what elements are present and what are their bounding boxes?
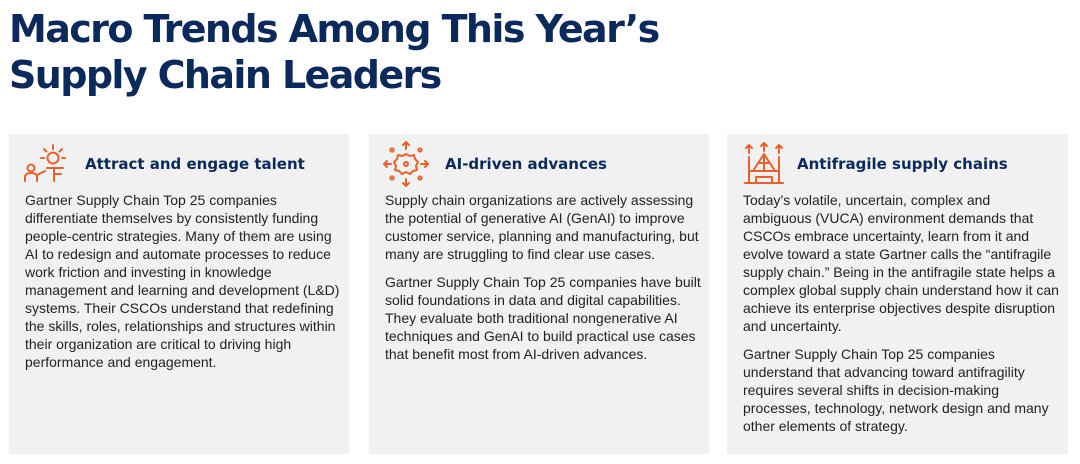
card-paragraph: Supply chain organizations are actively … [385, 192, 699, 262]
card-body: Supply chain organizations are actively … [385, 191, 701, 373]
page-title-line-2: Supply Chain Leaders [9, 53, 442, 97]
page-title: Macro Trends Among This Year’s Supply Ch… [9, 6, 660, 98]
card-title: AI-driven advances [445, 155, 607, 173]
card-attract-talent: Attract and engage talent Gartner Supply… [9, 134, 349, 454]
card-ai-driven-advances: AI-driven advances Supply chain organiza… [369, 134, 709, 454]
card-paragraph: Gartner Supply Chain Top 25 companies un… [743, 346, 1049, 434]
card-antifragile-supply-chains: Antifragile supply chains Today’s volati… [727, 134, 1068, 454]
card-title: Attract and engage talent [85, 155, 305, 173]
card-paragraph: Today’s volatile, uncertain, complex and… [743, 192, 1059, 334]
person-presenting-idea-icon [24, 144, 66, 182]
card-title: Antifragile supply chains [797, 155, 1008, 173]
card-header: AI-driven advances [369, 141, 709, 187]
card-header: Attract and engage talent [9, 141, 349, 187]
antifragile-structure-icon [744, 142, 784, 184]
page-title-line-1: Macro Trends Among This Year’s [9, 7, 660, 51]
card-body: Gartner Supply Chain Top 25 companies di… [25, 191, 341, 381]
ai-network-gear-icon [383, 141, 429, 187]
card-body: Today’s volatile, uncertain, complex and… [743, 191, 1060, 445]
card-paragraph: Gartner Supply Chain Top 25 companies di… [25, 192, 340, 370]
card-paragraph: Gartner Supply Chain Top 25 companies ha… [385, 274, 701, 362]
card-header: Antifragile supply chains [727, 141, 1068, 187]
